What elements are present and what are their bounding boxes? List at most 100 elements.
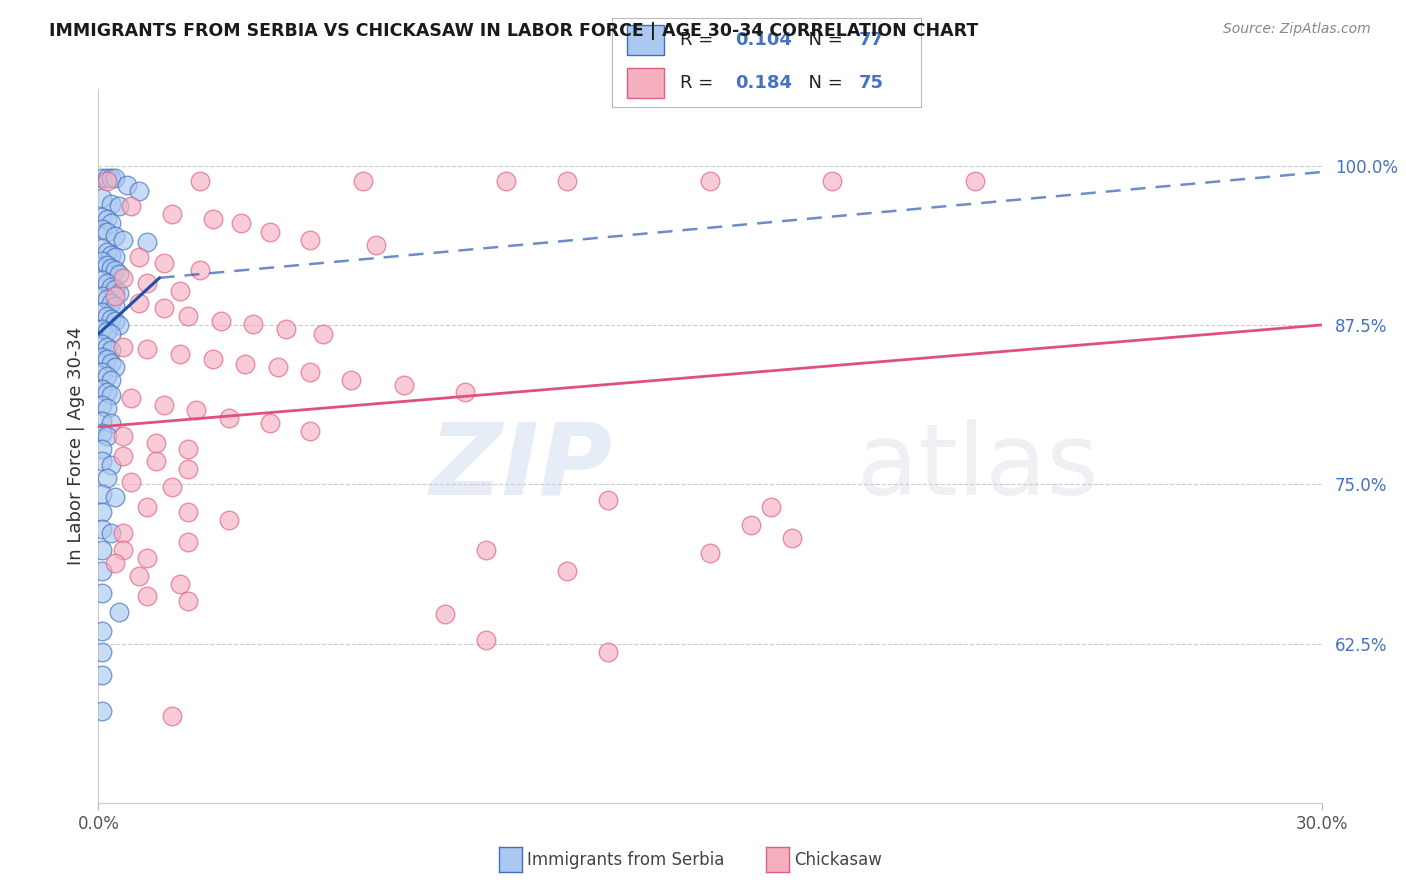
Point xyxy=(111,233,134,247)
Point xyxy=(111,270,134,285)
Point xyxy=(100,388,122,402)
Point xyxy=(100,326,122,341)
Point xyxy=(299,365,322,379)
Point xyxy=(152,255,174,269)
Point xyxy=(96,309,118,323)
Point xyxy=(96,429,118,443)
Point xyxy=(259,416,281,430)
Point xyxy=(104,299,127,313)
Point xyxy=(474,543,498,558)
Point xyxy=(104,556,127,570)
Point xyxy=(128,296,150,310)
Point xyxy=(96,174,118,188)
Point xyxy=(100,356,122,370)
Point xyxy=(364,237,387,252)
Point xyxy=(169,347,191,361)
Point xyxy=(108,199,131,213)
Point xyxy=(555,564,579,578)
Point xyxy=(233,358,256,372)
Point xyxy=(91,426,114,441)
Point xyxy=(100,343,122,358)
Point xyxy=(780,531,803,545)
Point xyxy=(555,174,579,188)
Text: N =: N = xyxy=(797,31,849,49)
Point xyxy=(120,391,142,405)
Point xyxy=(111,340,134,354)
Point xyxy=(96,385,118,400)
Point xyxy=(115,178,138,192)
Point xyxy=(91,505,114,519)
Point xyxy=(91,624,114,638)
Point xyxy=(104,263,127,277)
Point xyxy=(740,518,762,533)
Text: IMMIGRANTS FROM SERBIA VS CHICKASAW IN LABOR FORCE | AGE 30-34 CORRELATION CHART: IMMIGRANTS FROM SERBIA VS CHICKASAW IN L… xyxy=(49,22,979,40)
Point xyxy=(91,442,114,456)
Point xyxy=(91,382,114,396)
Point xyxy=(177,594,200,608)
Point xyxy=(100,373,122,387)
Text: N =: N = xyxy=(797,74,849,92)
Point xyxy=(91,522,114,536)
Point xyxy=(136,276,159,290)
Point xyxy=(100,197,122,211)
Point xyxy=(699,174,721,188)
Text: 0.184: 0.184 xyxy=(735,74,793,92)
Point xyxy=(91,210,114,224)
Point xyxy=(100,171,122,186)
Point xyxy=(104,359,127,374)
Point xyxy=(120,199,142,213)
Point xyxy=(128,184,150,198)
Point xyxy=(96,212,118,227)
Point xyxy=(965,174,987,188)
Point xyxy=(91,668,114,682)
Point xyxy=(100,260,122,275)
Text: Source: ZipAtlas.com: Source: ZipAtlas.com xyxy=(1223,22,1371,37)
Point xyxy=(186,403,208,417)
Point xyxy=(160,207,183,221)
Point xyxy=(108,605,131,619)
Point xyxy=(209,314,232,328)
Point xyxy=(392,377,416,392)
Point xyxy=(96,340,118,354)
Bar xyxy=(627,25,664,55)
Point xyxy=(128,251,150,265)
Text: 0.104: 0.104 xyxy=(735,31,792,49)
Point xyxy=(136,342,159,356)
Point xyxy=(104,251,127,265)
Point xyxy=(136,590,159,604)
Point xyxy=(91,398,114,412)
Point xyxy=(177,442,200,456)
Point xyxy=(96,225,118,239)
Point xyxy=(91,222,114,236)
Point xyxy=(91,171,114,186)
Point xyxy=(91,273,114,287)
Point xyxy=(312,326,335,341)
Point xyxy=(91,305,114,319)
Point xyxy=(218,411,240,425)
Point xyxy=(100,525,122,540)
Point xyxy=(136,235,159,249)
Point xyxy=(108,286,131,301)
Point xyxy=(274,322,297,336)
Point xyxy=(761,500,783,515)
Point xyxy=(299,233,322,247)
Point xyxy=(454,385,477,400)
Point xyxy=(108,267,131,281)
Point xyxy=(100,279,122,293)
Point xyxy=(218,513,240,527)
Point xyxy=(91,413,114,427)
Text: R =: R = xyxy=(679,74,718,92)
Point xyxy=(145,454,167,468)
Point xyxy=(91,337,114,351)
Point xyxy=(104,490,127,504)
Point xyxy=(699,546,721,560)
Point xyxy=(267,359,290,374)
Point xyxy=(91,350,114,364)
Point xyxy=(188,263,212,277)
Point xyxy=(177,462,200,476)
Point xyxy=(104,228,127,243)
Bar xyxy=(627,68,664,98)
Point xyxy=(152,301,174,316)
Text: 77: 77 xyxy=(859,31,884,49)
Point xyxy=(104,282,127,296)
